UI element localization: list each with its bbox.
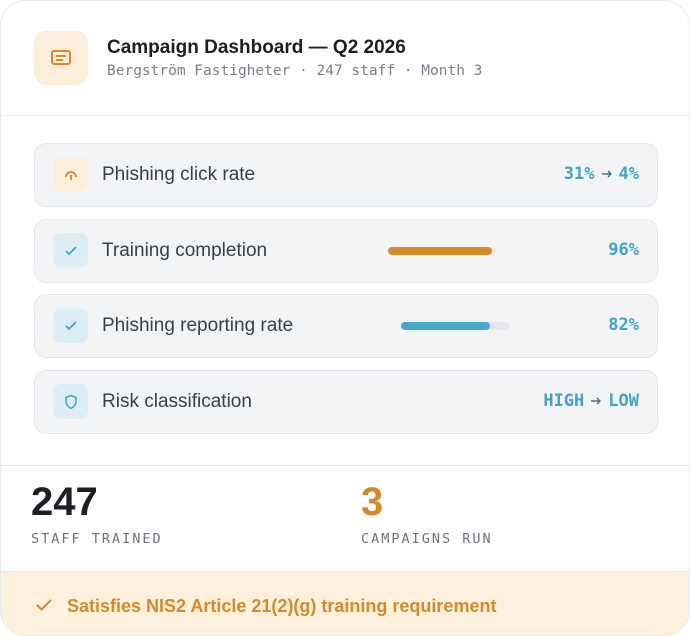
metric-row: Risk classification HIGH LOW bbox=[34, 370, 658, 434]
stat-value: 3 bbox=[361, 480, 384, 524]
metric-value: 82% bbox=[608, 315, 639, 335]
progress-track bbox=[388, 247, 496, 255]
stat-value: 247 bbox=[31, 480, 98, 524]
footer: Satisfies NIS2 Article 21(2)(g) training… bbox=[1, 571, 689, 635]
metric-icon bbox=[53, 384, 88, 419]
check-icon bbox=[64, 245, 77, 255]
gauge-icon bbox=[64, 170, 77, 180]
stat-label: STAFF TRAINED bbox=[31, 531, 163, 547]
metric-icon bbox=[53, 157, 88, 192]
title: Campaign Dashboard — Q2 2026 bbox=[107, 37, 406, 58]
to-value: 4% bbox=[618, 164, 639, 184]
metric-icon bbox=[53, 233, 88, 268]
metric-label: Phishing click rate bbox=[102, 164, 256, 185]
stat-label: CAMPAIGNS RUN bbox=[361, 531, 493, 547]
progress-fill bbox=[401, 322, 490, 330]
progress-fill bbox=[388, 247, 492, 255]
metric-row: Phishing reporting rate 82% bbox=[34, 294, 658, 358]
subtitle: Bergström Fastigheter · 247 staff · Mont… bbox=[107, 63, 483, 79]
header-icon bbox=[34, 31, 88, 85]
arrow bbox=[591, 397, 602, 405]
metric-label: Risk classification bbox=[102, 391, 252, 412]
metric-label: Phishing reporting rate bbox=[102, 315, 294, 336]
from-value: 31% bbox=[563, 164, 595, 184]
message-icon bbox=[51, 50, 71, 65]
metric-icon bbox=[53, 308, 88, 343]
footer-text: Satisfies NIS2 Article 21(2)(g) training… bbox=[67, 596, 497, 616]
metric-value: 96% bbox=[608, 240, 639, 260]
check-icon bbox=[64, 320, 77, 330]
metric-value: 31% 4% bbox=[564, 164, 639, 184]
header: Campaign Dashboard — Q2 2026 Bergström F… bbox=[1, 1, 689, 116]
shield-icon bbox=[64, 394, 77, 409]
metric-value: HIGH LOW bbox=[543, 391, 639, 411]
metric-row: Training completion 96% bbox=[34, 219, 658, 283]
to-value: LOW bbox=[608, 391, 639, 411]
arrow bbox=[601, 170, 612, 178]
metric-row: Phishing click rate 31% 4% bbox=[34, 143, 658, 207]
from-value: HIGH bbox=[543, 391, 585, 411]
stats: 247 STAFF TRAINED 3 CAMPAIGNS RUN bbox=[1, 465, 689, 572]
check-icon bbox=[36, 599, 52, 611]
metric-label: Training completion bbox=[102, 240, 268, 261]
progress-track bbox=[401, 322, 509, 330]
